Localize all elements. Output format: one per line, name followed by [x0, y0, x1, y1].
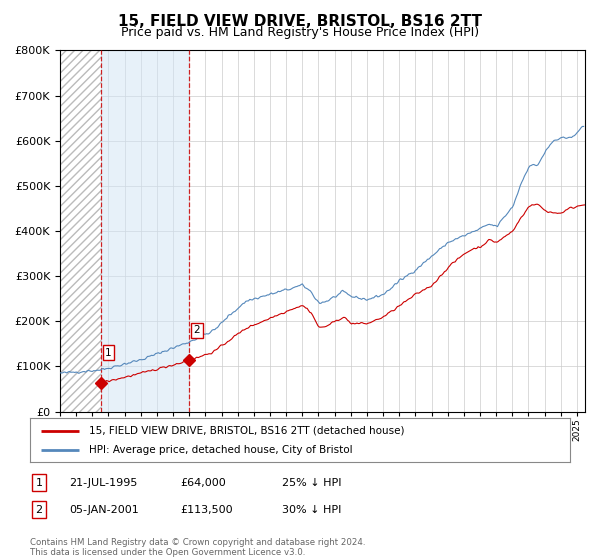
Text: HPI: Average price, detached house, City of Bristol: HPI: Average price, detached house, City…	[89, 445, 353, 455]
Text: 15, FIELD VIEW DRIVE, BRISTOL, BS16 2TT (detached house): 15, FIELD VIEW DRIVE, BRISTOL, BS16 2TT …	[89, 426, 405, 436]
Text: £113,500: £113,500	[180, 505, 233, 515]
Text: 2: 2	[35, 505, 43, 515]
Text: 15, FIELD VIEW DRIVE, BRISTOL, BS16 2TT: 15, FIELD VIEW DRIVE, BRISTOL, BS16 2TT	[118, 14, 482, 29]
Text: £64,000: £64,000	[180, 478, 226, 488]
Text: Price paid vs. HM Land Registry's House Price Index (HPI): Price paid vs. HM Land Registry's House …	[121, 26, 479, 39]
Text: 30% ↓ HPI: 30% ↓ HPI	[282, 505, 341, 515]
Text: 05-JAN-2001: 05-JAN-2001	[69, 505, 139, 515]
Text: 21-JUL-1995: 21-JUL-1995	[69, 478, 137, 488]
Text: Contains HM Land Registry data © Crown copyright and database right 2024.
This d: Contains HM Land Registry data © Crown c…	[30, 538, 365, 557]
Text: 1: 1	[35, 478, 43, 488]
Text: 25% ↓ HPI: 25% ↓ HPI	[282, 478, 341, 488]
Bar	[60, 50, 101, 412]
Text: 1: 1	[105, 348, 112, 358]
Text: 2: 2	[193, 325, 200, 335]
Bar	[101, 50, 190, 412]
